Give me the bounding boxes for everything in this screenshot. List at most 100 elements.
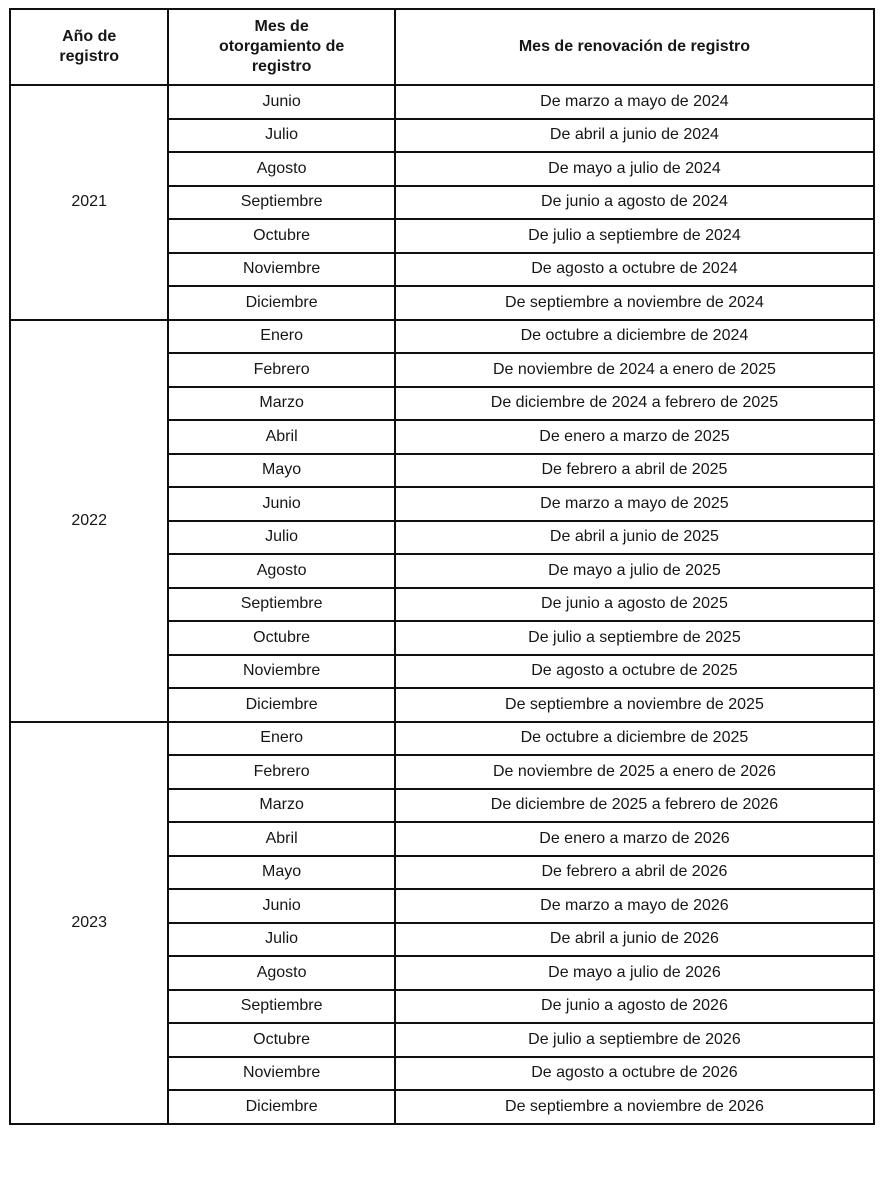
renewal-period-cell: De septiembre a noviembre de 2024 [393, 285, 876, 321]
table-row: Marzo De diciembre de 2024 a febrero de 2… [10, 385, 876, 421]
table-row: Septiembre De junio a agosto de 2026 [10, 988, 876, 1024]
table-row: Noviembre De agosto a octubre de 2024 [10, 251, 876, 287]
table-body: 2021 Junio De marzo a mayo de 2024 Julio De … [8, 84, 876, 1125]
table-row: Junio De marzo a mayo de 2026 [10, 888, 876, 924]
table-row: 2023 Enero De octubre a diciembre de 2025 [8, 720, 876, 1125]
grant-month-cell: Junio [167, 486, 396, 522]
grant-month-cell: Junio [167, 888, 396, 924]
grant-month-cell: Mayo [167, 452, 396, 488]
table-row: Mayo De febrero a abril de 2025 [10, 452, 876, 488]
table-row: Octubre De julio a septiembre de 2026 [10, 1022, 876, 1058]
table-row: Diciembre De septiembre a noviembre de 20… [10, 687, 876, 723]
grant-month-cell: Mayo [167, 854, 396, 890]
grant-month-cell: Abril [167, 821, 396, 857]
renewal-period-cell: De febrero a abril de 2025 [393, 452, 876, 488]
table-row: Abril De enero a marzo de 2025 [10, 419, 876, 455]
grant-month-cell: Octubre [167, 218, 396, 254]
renewal-period-cell: De mayo a julio de 2024 [393, 151, 876, 187]
grant-month-cell: Febrero [167, 754, 396, 790]
renewal-period-cell: De febrero a abril de 2026 [393, 854, 876, 890]
table-row: Febrero De noviembre de 2025 a enero de 2… [10, 754, 876, 790]
table-row: Julio De abril a junio de 2025 [10, 519, 876, 555]
year-cell: 2022 [8, 318, 170, 723]
grant-month-cell: Noviembre [167, 1055, 396, 1091]
renewal-period-cell: De diciembre de 2025 a febrero de 2026 [393, 787, 876, 823]
renewal-period-cell: De julio a septiembre de 2026 [393, 1022, 876, 1058]
renewal-period-cell: De septiembre a noviembre de 2025 [393, 687, 876, 723]
grant-month-cell: Marzo [167, 787, 396, 823]
renewal-period-cell: De marzo a mayo de 2026 [393, 888, 876, 924]
table-header: Año de registro Mes de otorgamiento de r… [8, 8, 876, 86]
renewal-period-cell: De julio a septiembre de 2025 [393, 620, 876, 656]
table-row: Octubre De julio a septiembre de 2025 [10, 620, 876, 656]
renewal-period-cell: De agosto a octubre de 2025 [393, 653, 876, 689]
registration-renewal-table: Año de registro Mes de otorgamiento de r… [8, 8, 876, 1125]
renewal-period-cell: De junio a agosto de 2024 [393, 184, 876, 220]
grant-month-cell: Abril [167, 419, 396, 455]
table-row: Septiembre De junio a agosto de 2024 [10, 184, 876, 220]
grant-month-cell: Diciembre [167, 1089, 396, 1125]
table-row: Junio De marzo a mayo de 2025 [10, 486, 876, 522]
table-row: Noviembre De agosto a octubre de 2025 [10, 653, 876, 689]
renewal-period-cell: De octubre a diciembre de 2025 [393, 720, 876, 756]
grant-month-cell: Enero [167, 720, 396, 756]
renewal-period-cell: De enero a marzo de 2026 [393, 821, 876, 857]
grant-month-cell: Septiembre [167, 586, 396, 622]
table-row: Julio De abril a junio de 2026 [10, 921, 876, 957]
table-row: Agosto De mayo a julio de 2026 [10, 955, 876, 991]
renewal-period-cell: De enero a marzo de 2025 [393, 419, 876, 455]
grant-month-cell: Noviembre [167, 251, 396, 287]
grant-month-cell: Septiembre [167, 988, 396, 1024]
grant-month-cell: Agosto [167, 553, 396, 589]
grant-month-cell: Enero [167, 318, 396, 354]
renewal-period-cell: De marzo a mayo de 2024 [393, 84, 876, 120]
renewal-period-cell: De noviembre de 2024 a enero de 2025 [393, 352, 876, 388]
table-row: Diciembre De septiembre a noviembre de 20… [10, 1089, 876, 1125]
header-row: Año de registro Mes de otorgamiento de r… [8, 8, 876, 86]
grant-month-cell: Diciembre [167, 285, 396, 321]
grant-month-cell: Julio [167, 519, 396, 555]
grant-month-cell: Octubre [167, 620, 396, 656]
renewal-period-cell: De agosto a octubre de 2026 [393, 1055, 876, 1091]
table-row: 2022 Enero De octubre a diciembre de 2024 [8, 318, 876, 723]
table-row: Agosto De mayo a julio de 2024 [10, 151, 876, 187]
renewal-period-cell: De diciembre de 2024 a febrero de 2025 [393, 385, 876, 421]
renewal-period-cell: De septiembre a noviembre de 2026 [393, 1089, 876, 1125]
header-year-of-registration: Año de registro [8, 8, 170, 86]
grant-month-cell: Agosto [167, 151, 396, 187]
grant-month-cell: Octubre [167, 1022, 396, 1058]
renewal-period-cell: De mayo a julio de 2026 [393, 955, 876, 991]
renewal-period-cell: De agosto a octubre de 2024 [393, 251, 876, 287]
year-cell: 2021 [8, 84, 170, 321]
grant-month-cell: Julio [167, 921, 396, 957]
renewal-period-cell: De marzo a mayo de 2025 [393, 486, 876, 522]
renewal-period-cell: De junio a agosto de 2025 [393, 586, 876, 622]
grant-month-cell: Septiembre [167, 184, 396, 220]
renewal-period-cell: De noviembre de 2025 a enero de 2026 [393, 754, 876, 790]
renewal-period-cell: De octubre a diciembre de 2024 [393, 318, 876, 354]
grant-month-cell: Julio [167, 117, 396, 153]
renewal-period-cell: De abril a junio de 2026 [393, 921, 876, 957]
table-row: Septiembre De junio a agosto de 2025 [10, 586, 876, 622]
table-row: Diciembre De septiembre a noviembre de 20… [10, 285, 876, 321]
grant-month-cell: Junio [167, 84, 396, 120]
grant-month-cell: Marzo [167, 385, 396, 421]
grant-month-cell: Agosto [167, 955, 396, 991]
table-row: Abril De enero a marzo de 2026 [10, 821, 876, 857]
table-row: Marzo De diciembre de 2025 a febrero de 2… [10, 787, 876, 823]
renewal-period-cell: De abril a junio de 2025 [393, 519, 876, 555]
header-renewal-month: Mes de renovación de registro [393, 8, 876, 86]
table-row: Octubre De julio a septiembre de 2024 [10, 218, 876, 254]
table-row: Agosto De mayo a julio de 2025 [10, 553, 876, 589]
renewal-period-cell: De julio a septiembre de 2024 [393, 218, 876, 254]
header-grant-month: Mes de otorgamiento de registro [167, 8, 396, 86]
table-row: Febrero De noviembre de 2024 a enero de 2… [10, 352, 876, 388]
renewal-period-cell: De abril a junio de 2024 [393, 117, 876, 153]
table-row: 2021 Junio De marzo a mayo de 2024 [8, 84, 876, 321]
table-row: Noviembre De agosto a octubre de 2026 [10, 1055, 876, 1091]
grant-month-cell: Febrero [167, 352, 396, 388]
renewal-period-cell: De junio a agosto de 2026 [393, 988, 876, 1024]
table-row: Julio De abril a junio de 2024 [10, 117, 876, 153]
grant-month-cell: Diciembre [167, 687, 396, 723]
